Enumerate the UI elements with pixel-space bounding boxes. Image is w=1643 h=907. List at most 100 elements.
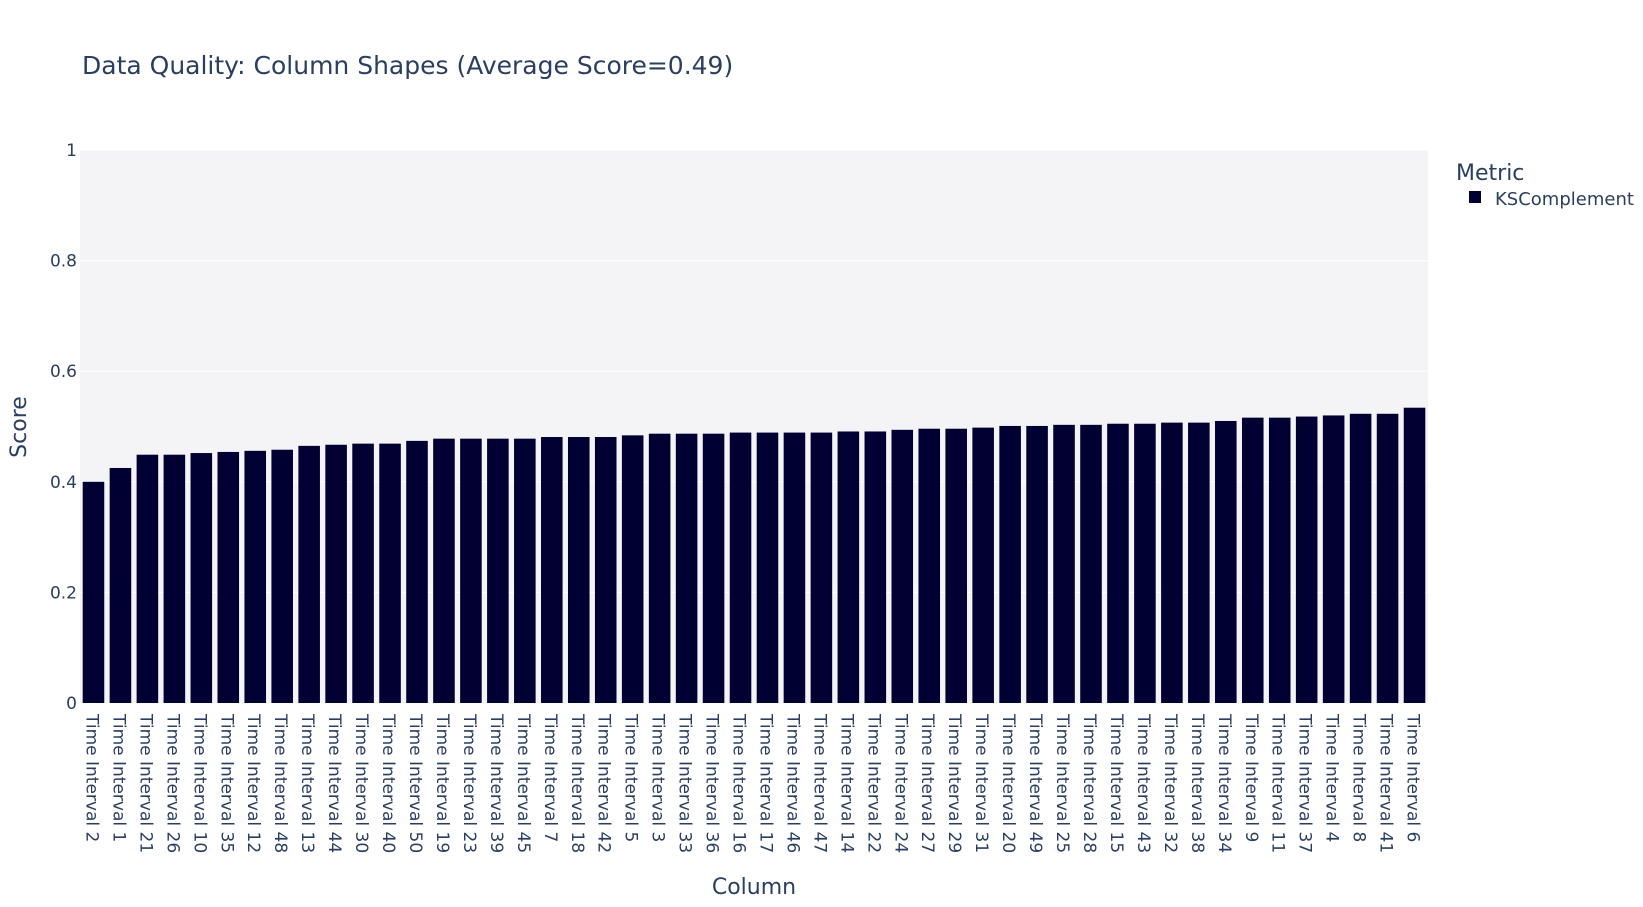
x-tick-label: Time Interval 45	[513, 713, 533, 853]
bar[interactable]	[1080, 424, 1102, 703]
x-tick-label: Time Interval 34	[1214, 713, 1234, 853]
bar[interactable]	[999, 425, 1021, 703]
x-tick-label: Time Interval 28	[1079, 713, 1099, 853]
x-tick-label: Time Interval 16	[729, 713, 749, 853]
bar[interactable]	[1161, 422, 1183, 703]
bar[interactable]	[945, 428, 967, 703]
y-tick-label: 0.6	[50, 362, 77, 382]
bar[interactable]	[379, 443, 401, 703]
x-tick-label: Time Interval 5	[621, 713, 641, 842]
legend: Metric KSComplement	[1456, 161, 1634, 210]
bar[interactable]	[1188, 422, 1210, 703]
bar[interactable]	[729, 432, 752, 703]
chart-title: Data Quality: Column Shapes (Average Sco…	[82, 51, 733, 80]
bar[interactable]	[864, 431, 887, 703]
bar[interactable]	[594, 437, 617, 703]
x-tick-label: Time Interval 9	[1241, 713, 1261, 842]
bar[interactable]	[837, 431, 860, 703]
x-tick-label: Time Interval 30	[351, 713, 371, 853]
bar[interactable]	[460, 438, 482, 703]
bar[interactable]	[190, 453, 213, 703]
bar[interactable]	[810, 432, 833, 703]
bar[interactable]	[567, 437, 590, 703]
x-tick-label: Time Interval 49	[1025, 713, 1045, 853]
x-tick-label: Time Interval 23	[459, 713, 479, 853]
bar[interactable]	[271, 449, 293, 703]
x-tick-label: Time Interval 27	[917, 713, 937, 853]
x-tick-label: Time Interval 50	[405, 713, 425, 853]
x-tick-label: Time Interval 20	[998, 713, 1018, 853]
bar[interactable]	[163, 454, 186, 703]
bar[interactable]	[783, 432, 806, 703]
bar[interactable]	[756, 432, 779, 703]
bar[interactable]	[675, 433, 698, 703]
bar[interactable]	[972, 427, 994, 703]
bar[interactable]	[1295, 416, 1318, 703]
x-tick-label: Time Interval 21	[135, 713, 155, 853]
x-tick-label: Time Interval 32	[1160, 713, 1180, 853]
x-tick-label: Time Interval 33	[675, 713, 695, 853]
x-tick-label: Time Interval 22	[863, 713, 883, 853]
bar[interactable]	[1241, 417, 1264, 703]
legend-entry-ks-complement[interactable]: KSComplement	[1495, 189, 1634, 210]
y-tick-label: 0.4	[50, 473, 77, 493]
bar[interactable]	[918, 428, 941, 703]
bar[interactable]	[325, 444, 347, 703]
bar[interactable]	[136, 454, 159, 703]
x-tick-label: Time Interval 43	[1133, 713, 1153, 853]
legend-title: Metric	[1456, 161, 1524, 186]
bar[interactable]	[433, 438, 455, 703]
bar[interactable]	[621, 435, 644, 703]
x-tick-label: Time Interval 6	[1403, 713, 1423, 842]
bar[interactable]	[352, 443, 374, 703]
bar[interactable]	[702, 433, 725, 703]
x-tick-label: Time Interval 36	[702, 713, 722, 853]
x-tick-label: Time Interval 40	[378, 713, 398, 853]
bar[interactable]	[217, 451, 240, 703]
x-tick-label: Time Interval 4	[1322, 713, 1342, 842]
x-tick-label: Time Interval 14	[836, 713, 856, 853]
bar[interactable]	[82, 481, 105, 703]
bar[interactable]	[1107, 423, 1129, 703]
x-tick-label: Time Interval 44	[324, 713, 344, 853]
bar[interactable]	[1403, 407, 1426, 703]
bar[interactable]	[298, 445, 320, 703]
bar[interactable]	[1053, 424, 1075, 703]
x-tick-label: Time Interval 41	[1376, 713, 1396, 853]
x-tick-label: Time Interval 19	[432, 713, 452, 853]
bar[interactable]	[1376, 413, 1399, 703]
x-axis-ticks: Time Interval 2 Time Interval 1 Time Inter…	[81, 713, 1422, 853]
bar[interactable]	[1134, 423, 1156, 703]
legend-swatch-ks-complement[interactable]	[1469, 191, 1481, 203]
x-tick-label: Time Interval 42	[594, 713, 614, 853]
x-tick-label: Time Interval 11	[1268, 713, 1288, 853]
y-tick-label: 0.2	[50, 583, 77, 603]
y-tick-label: 0	[66, 694, 77, 714]
bar[interactable]	[487, 438, 509, 703]
bar[interactable]	[1268, 417, 1291, 703]
x-tick-label: Time Interval 8	[1349, 713, 1369, 842]
bar[interactable]	[406, 440, 428, 703]
bar[interactable]	[541, 437, 563, 703]
bar[interactable]	[514, 438, 536, 703]
bar[interactable]	[244, 450, 267, 703]
bar[interactable]	[648, 433, 671, 703]
bar[interactable]	[1349, 413, 1372, 703]
x-tick-label: Time Interval 26	[162, 713, 182, 853]
x-tick-label: Time Interval 31	[971, 713, 991, 853]
x-tick-label: Time Interval 25	[1052, 713, 1072, 853]
x-tick-label: Time Interval 38	[1187, 713, 1207, 853]
bar[interactable]	[891, 429, 914, 703]
x-tick-label: Time Interval 47	[809, 713, 829, 853]
bar[interactable]	[1322, 415, 1345, 703]
bar[interactable]	[1026, 425, 1048, 703]
x-tick-label: Time Interval 24	[890, 713, 910, 853]
x-tick-label: Time Interval 35	[216, 713, 236, 853]
y-tick-label: 0.8	[50, 252, 77, 272]
x-tick-label: Time Interval 13	[297, 713, 317, 853]
bar[interactable]	[1215, 420, 1237, 703]
x-tick-label: Time Interval 46	[782, 713, 802, 853]
bar[interactable]	[109, 467, 132, 703]
